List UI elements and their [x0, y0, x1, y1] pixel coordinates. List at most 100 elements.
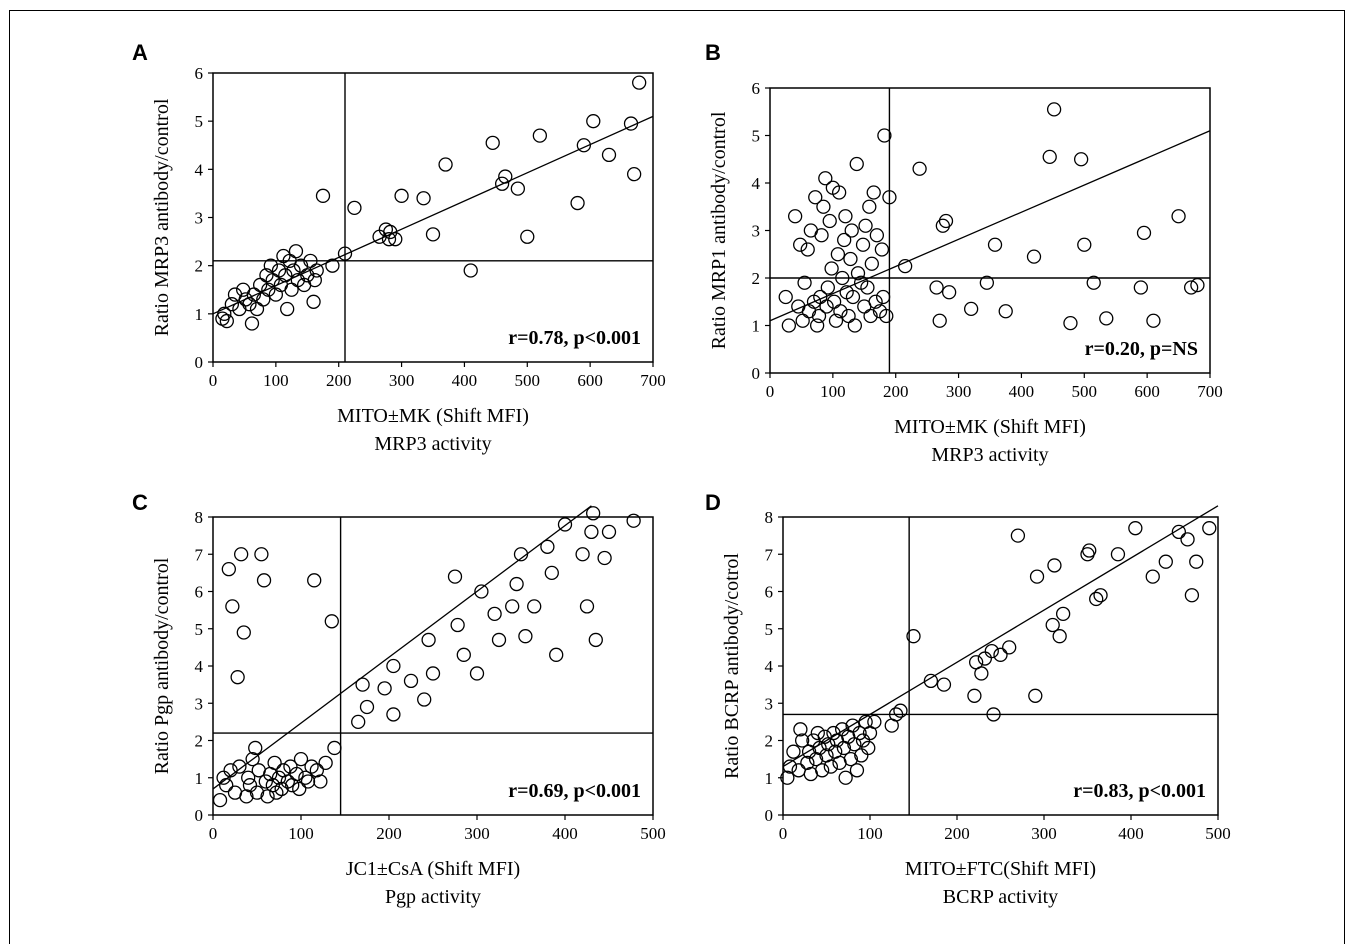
panel-b-xtick-label: 0 [766, 382, 775, 401]
panel-c-data-point [249, 785, 265, 800]
panel-c-data-point [242, 778, 258, 793]
panel-b-data-point [809, 318, 825, 333]
panel-c-data-point [254, 547, 269, 562]
panel-c-data-point [597, 550, 612, 566]
panel-a-data-point [623, 116, 639, 131]
panel-d-data-point [1093, 588, 1108, 603]
panel-b-data-point [987, 237, 1003, 252]
panel-d-data-point [849, 763, 865, 778]
panel-d-data-point [843, 751, 859, 767]
panel-a-data-point [286, 263, 301, 278]
panel-d-data-point [1145, 569, 1160, 584]
panel-b-data-point [912, 161, 927, 176]
panel-a-data-point [263, 258, 278, 273]
panel-d-ytick-label: 7 [765, 545, 774, 564]
panel-c-ytick-label: 5 [195, 620, 204, 639]
panel-a-ytick-label: 1 [195, 305, 204, 324]
panel-b-data-point [1086, 275, 1101, 290]
panel-d-data-point [984, 643, 999, 659]
panel-c: C 0 100 200 300 400 500 0 1 2 3 4 5 6 7 8 JC1±CsA (Shift… [132, 490, 666, 908]
panel-a-data-point [576, 138, 592, 153]
panel-d-data-point [993, 647, 1008, 662]
panel-d-data-point [1180, 532, 1195, 547]
panel-a-data-point [394, 188, 409, 203]
panel-c-ylabel: Ratio Pgp antibody/control [151, 557, 173, 774]
panel-c-data-point [456, 647, 471, 662]
panel-b-data-point [818, 171, 833, 186]
panel-d-data-point [861, 740, 876, 756]
panel-c-data-point [212, 792, 228, 808]
panel-a-correlation-annotation: r=0.78, p<0.001 [508, 327, 641, 349]
panel-b-xtick-label: 200 [883, 382, 909, 401]
panel-c-data-point [248, 740, 263, 756]
figure-frame [9, 10, 1345, 944]
panel-d-data-point [977, 651, 992, 666]
panel-a: A 0 100 200 300 400 500 600 700 0 1 2 3 4 5 6 MITO±MK (S… [132, 40, 666, 455]
panel-a-data-point [309, 263, 324, 278]
panel-b-data-point [1136, 225, 1152, 241]
panel-d-ytick-label: 5 [765, 620, 774, 639]
panel-b-data-point [808, 190, 823, 205]
panel-b-data-point [1073, 152, 1089, 167]
panel-c-xlabel-sub: Pgp activity [385, 886, 481, 908]
panel-b-xtick-label: 700 [1197, 382, 1223, 401]
panel-b-data-point [811, 308, 827, 324]
panel-a-ytick-label: 2 [195, 257, 204, 276]
panel-d-data-point [1010, 528, 1026, 543]
panel-b-data-point [869, 228, 885, 243]
panel-c-data-point [359, 699, 375, 715]
panel-b-correlation-annotation: r=0.20, p=NS [1085, 338, 1198, 360]
panel-b-ytick-label: 4 [752, 174, 761, 193]
panel-c-data-point [351, 714, 366, 730]
panel-b-data-point [814, 228, 829, 243]
panel-d-correlation-annotation: r=0.83, p<0.001 [1073, 780, 1206, 802]
panel-b-data-point [897, 258, 913, 274]
panel-c-data-point [280, 774, 295, 789]
panel-c-data-point [221, 562, 236, 577]
panel-b-data-point [828, 313, 844, 328]
panel-c-letter: C [132, 490, 148, 515]
panel-b-ytick-label: 1 [752, 317, 761, 336]
panel-d-data-point [852, 725, 867, 741]
panel-c-data-point [239, 789, 254, 804]
panel-a-data-point [337, 246, 353, 261]
panel-a-data-point [249, 301, 265, 317]
panel-d-data-point [1171, 524, 1186, 540]
panel-a-ytick-label: 0 [195, 353, 204, 372]
panel-a-data-point [347, 200, 362, 216]
panel-c-data-point [425, 666, 441, 681]
panel-a-xlabel-sub: MRP3 activity [374, 433, 491, 455]
panel-c-data-point [487, 606, 502, 621]
panel-b-xtick-label: 600 [1134, 382, 1160, 401]
panel-b: B 0 100 200 300 400 500 600 700 0 1 2 3 4 5 6 MITO±MK (S… [705, 40, 1223, 466]
panel-b-data-point [882, 190, 897, 205]
panel-c-data-point [469, 666, 485, 681]
panel-c-data-point [403, 673, 419, 689]
panel-c-xtick-label: 0 [209, 824, 218, 843]
panel-a-data-point [268, 287, 284, 302]
panel-c-data-point [223, 763, 238, 778]
panel-a-data-point [425, 227, 441, 242]
panel-b-data-point [1133, 280, 1149, 295]
panel-d-data-point [808, 751, 824, 767]
panel-a-plot-frame [212, 72, 654, 363]
panel-b-data-point [1063, 315, 1078, 331]
panel-a-xtick-label: 200 [326, 371, 352, 390]
panel-b-data-point [1046, 102, 1062, 117]
panel-b-data-point [855, 237, 871, 252]
panel-a-data-point [278, 268, 293, 283]
panel-c-data-point [234, 547, 249, 562]
panel-b-data-point [831, 185, 847, 200]
panel-d-xtick-label: 200 [944, 824, 970, 843]
panel-c-data-point [300, 774, 316, 789]
panel-d-ytick-label: 6 [765, 583, 774, 602]
panel-b-data-point [1099, 311, 1114, 326]
panel-b-xlabel: MITO±MK (Shift MFI) [894, 416, 1086, 438]
panel-a-data-point [570, 195, 585, 211]
panel-c-xtick-label: 500 [640, 824, 666, 843]
panel-c-ytick-label: 0 [195, 806, 204, 825]
panel-d-data-point [1158, 554, 1173, 569]
panel-b-data-point [866, 185, 881, 200]
panel-a-regression-line [212, 115, 654, 315]
panel-a-data-point [520, 229, 535, 244]
